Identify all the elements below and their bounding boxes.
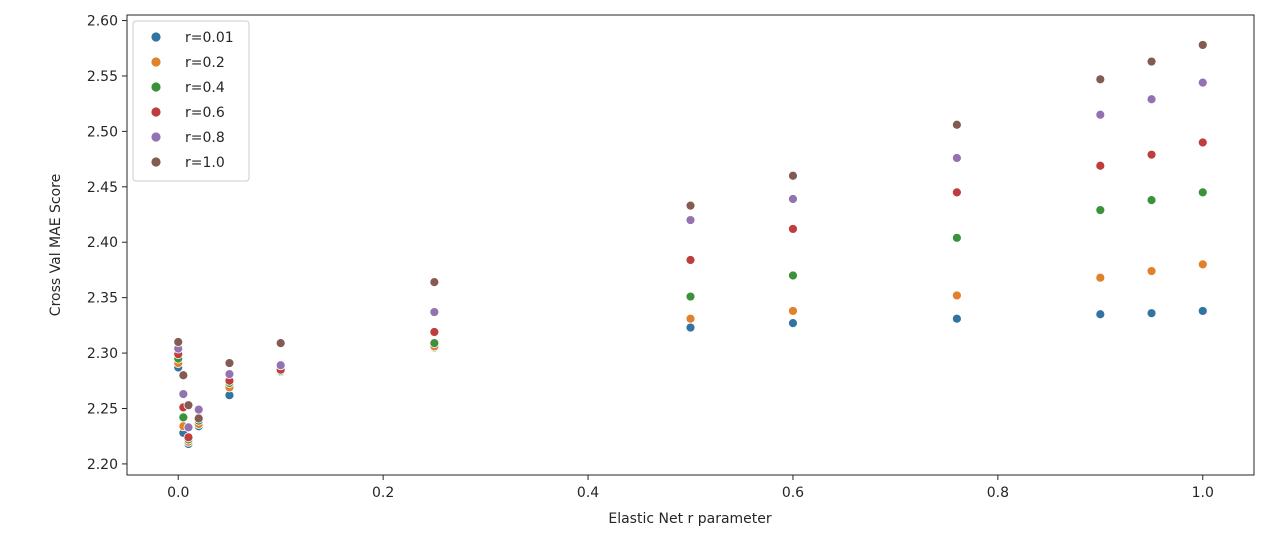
y-axis-label: Cross Val MAE Score (48, 174, 64, 316)
data-point-series-2 (951, 232, 962, 243)
legend-marker (150, 31, 162, 43)
legend-label: r=0.6 (185, 105, 225, 121)
data-point-series-5 (685, 200, 696, 211)
data-point-series-0 (1095, 309, 1106, 320)
data-point-series-4 (788, 194, 798, 204)
data-point-series-5 (224, 358, 235, 368)
data-point-series-2 (429, 338, 440, 348)
legend-label: r=1.0 (185, 155, 225, 171)
data-point-series-4 (429, 307, 440, 317)
data-point-series-2 (1095, 205, 1106, 215)
y-tick-label: 2.45 (87, 180, 118, 196)
legend-label: r=0.2 (185, 55, 225, 71)
data-point-series-4 (178, 389, 189, 399)
data-point-series-3 (951, 187, 962, 198)
data-point-series-0 (1197, 306, 1208, 316)
data-point-series-2 (1197, 187, 1208, 198)
data-point-series-1 (1146, 266, 1157, 276)
data-point-series-0 (685, 322, 696, 333)
data-point-series-4 (1146, 94, 1157, 105)
data-point-series-5 (951, 119, 962, 130)
y-tick-label: 2.60 (87, 14, 118, 30)
data-point-series-2 (178, 412, 189, 423)
data-point-series-3 (1095, 160, 1106, 171)
data-point-series-5 (183, 400, 194, 411)
x-tick-label: 0.6 (782, 485, 804, 501)
y-tick-label: 2.25 (87, 401, 118, 417)
data-point-series-0 (1146, 308, 1157, 319)
data-point-series-4 (1197, 77, 1208, 88)
data-point-series-4 (193, 404, 204, 415)
y-tick-label: 2.55 (87, 69, 118, 85)
data-point-series-1 (951, 290, 962, 301)
x-axis-ticks: 0.0 0.2 0.4 0.6 0.8 1.0 (167, 475, 1214, 501)
x-tick-label: 0.8 (987, 485, 1009, 501)
data-point-series-5 (1095, 74, 1106, 85)
data-points (173, 40, 1208, 449)
data-point-series-5 (788, 170, 798, 181)
data-point-series-2 (788, 270, 798, 281)
x-axis-label: Elastic Net r parameter (608, 511, 772, 527)
y-tick-label: 2.35 (87, 291, 118, 307)
legend-label: r=0.8 (185, 130, 225, 146)
data-point-series-4 (951, 153, 962, 163)
data-point-series-4 (224, 369, 235, 380)
data-point-series-4 (685, 215, 696, 225)
x-tick-label: 1.0 (1192, 485, 1214, 501)
data-point-series-1 (685, 313, 696, 324)
data-point-series-5 (1197, 40, 1208, 50)
y-tick-label: 2.50 (87, 124, 118, 140)
legend-marker (150, 131, 162, 143)
data-point-series-4 (1095, 109, 1106, 120)
x-tick-label: 0.0 (167, 485, 189, 501)
data-point-series-3 (685, 255, 696, 265)
legend-marker (150, 106, 162, 118)
legend-marker (150, 56, 162, 68)
legend-marker (150, 81, 162, 93)
y-axis-ticks: 2.20 2.25 2.30 2.35 2.40 2.45 2.50 2.55 2.60 (87, 14, 127, 473)
legend-marker (150, 156, 162, 168)
y-tick-label: 2.30 (87, 346, 118, 362)
data-point-series-3 (1146, 149, 1157, 160)
data-point-series-5 (275, 338, 286, 348)
data-point-series-5 (173, 337, 184, 347)
data-point-series-3 (1197, 137, 1208, 148)
x-tick-label: 0.2 (372, 485, 394, 501)
legend-label: r=0.01 (185, 30, 234, 46)
data-point-series-3 (429, 327, 440, 337)
legend-label: r=0.4 (185, 80, 225, 96)
data-point-series-4 (183, 422, 194, 433)
data-point-series-0 (788, 318, 798, 329)
data-point-series-5 (1146, 56, 1157, 67)
data-point-series-1 (1095, 272, 1106, 283)
data-point-series-1 (788, 306, 798, 316)
y-tick-label: 2.40 (87, 235, 118, 251)
data-point-series-4 (275, 360, 286, 371)
legend-box (132, 20, 250, 182)
plot-area (126, 14, 1255, 476)
data-point-series-2 (1146, 195, 1157, 206)
legend: r=0.01 r=0.2 r=0.4 r=0.6 r=0.8 r=1.0 (132, 20, 250, 182)
data-point-series-5 (193, 413, 204, 424)
data-point-series-3 (788, 224, 798, 234)
data-point-series-5 (178, 370, 189, 381)
y-tick-label: 2.20 (87, 457, 118, 473)
data-point-series-1 (1197, 259, 1208, 270)
data-point-series-2 (685, 291, 696, 302)
x-tick-label: 0.4 (577, 485, 599, 501)
data-point-series-5 (429, 277, 440, 288)
data-point-series-0 (951, 313, 962, 324)
data-point-series-3 (183, 432, 194, 443)
